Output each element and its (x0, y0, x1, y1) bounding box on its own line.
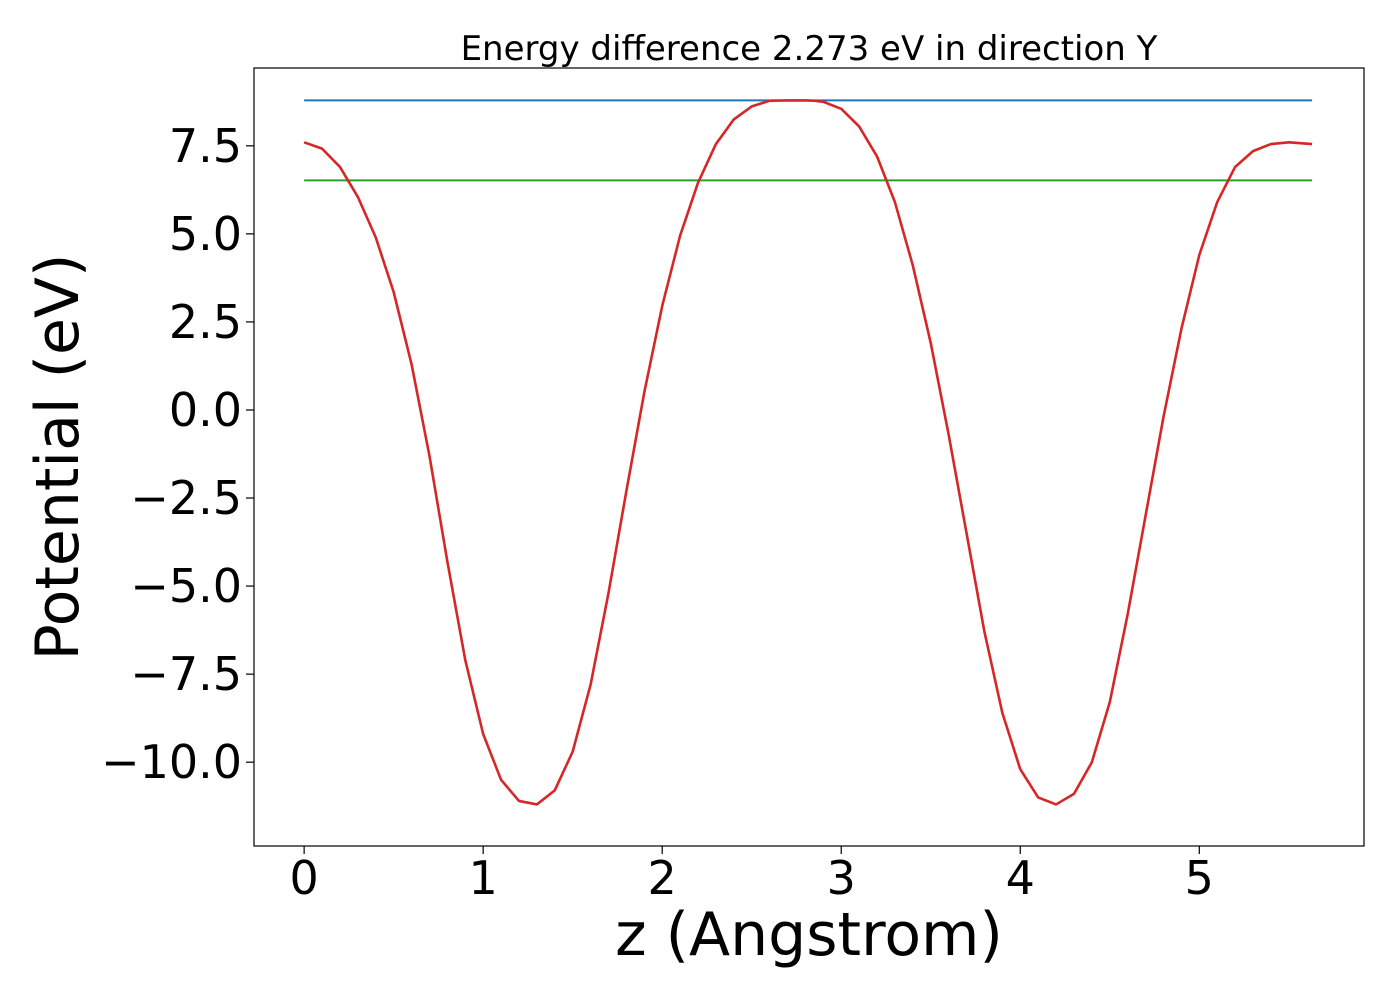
plot-frame (253, 67, 1365, 847)
y-tick-label: 5.0 (169, 207, 242, 261)
x-tick-label: 3 (827, 851, 856, 905)
series-line-3 (303, 99, 1313, 806)
plot-area: 0 1 2 3 4 5 7.5 5.0 2.5 0.0 −2.5 −5.0 −7.5 −10.0 (101, 67, 1365, 905)
y-tick-label: 0.0 (169, 383, 242, 437)
y-tick-label: −7.5 (130, 647, 242, 701)
x-tick-label: 0 (289, 851, 318, 905)
y-axis-label: Potential (eV) (23, 254, 93, 661)
chart-title: Energy difference 2.273 eV in direction … (461, 29, 1158, 69)
x-tick-label: 1 (469, 851, 498, 905)
x-tick-label: 4 (1006, 851, 1035, 905)
y-tick-label: −10.0 (101, 735, 242, 789)
y-tick-label: −2.5 (130, 471, 242, 525)
x-axis-label: z (Angstrom) (615, 900, 1003, 970)
x-tick-label: 2 (648, 851, 677, 905)
y-tick-label: 7.5 (169, 119, 242, 173)
y-tick-label: 2.5 (169, 295, 242, 349)
y-tick-label: −5.0 (130, 559, 242, 613)
x-tick-label: 5 (1185, 851, 1214, 905)
